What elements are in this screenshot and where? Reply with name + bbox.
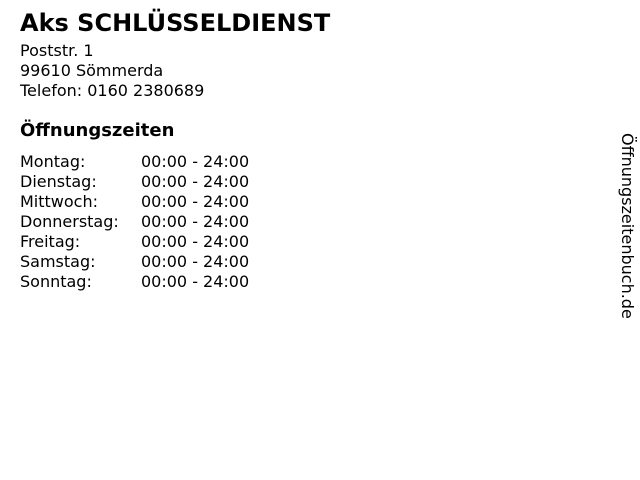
time-value: 00:00 - 24:00 [141,172,250,191]
time-value: 00:00 - 24:00 [141,192,250,211]
opening-hours-table: Montag: 00:00 - 24:00 Dienstag: 00:00 - … [20,152,249,292]
hours-row-thursday: Donnerstag: 00:00 - 24:00 [20,212,249,232]
day-label: Donnerstag: [20,212,119,231]
business-name: Aks SCHLÜSSELDIENST [20,9,331,37]
hours-row-friday: Freitag: 00:00 - 24:00 [20,232,249,252]
day-label: Samstag: [20,252,96,271]
hours-row-saturday: Samstag: 00:00 - 24:00 [20,252,249,272]
address-street: Poststr. 1 [20,41,94,60]
hours-row-wednesday: Mittwoch: 00:00 - 24:00 [20,192,249,212]
address-block: Poststr. 1 99610 Sömmerda Telefon: 0160 … [20,41,640,101]
day-label: Montag: [20,152,86,171]
hours-row-tuesday: Dienstag: 00:00 - 24:00 [20,172,249,192]
phone-line: Telefon: 0160 2380689 [20,81,205,100]
hours-row-monday: Montag: 00:00 - 24:00 [20,152,249,172]
day-label: Freitag: [20,232,81,251]
day-label: Mittwoch: [20,192,98,211]
main-content: Aks SCHLÜSSELDIENST Poststr. 1 99610 Söm… [20,9,640,292]
time-value: 00:00 - 24:00 [141,212,250,231]
address-city: 99610 Sömmerda [20,61,164,80]
opening-hours-heading: Öffnungszeiten [20,120,175,141]
watermark-vertical-text: Öffnungszeitenbuch.de [618,133,637,319]
day-label: Sonntag: [20,272,92,291]
time-value: 00:00 - 24:00 [141,232,250,251]
time-value: 00:00 - 24:00 [141,252,250,271]
time-value: 00:00 - 24:00 [141,272,250,291]
hours-row-sunday: Sonntag: 00:00 - 24:00 [20,272,249,292]
time-value: 00:00 - 24:00 [141,152,250,171]
day-label: Dienstag: [20,172,97,191]
